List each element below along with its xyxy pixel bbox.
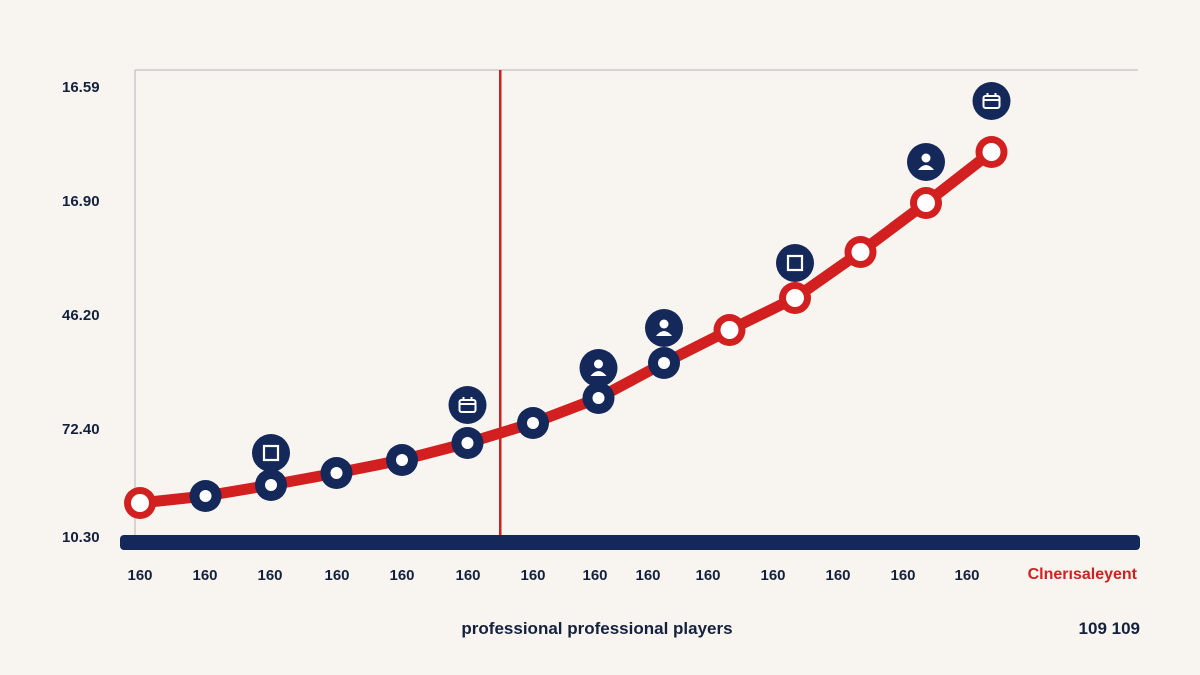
x-tick-label: 160 <box>890 567 915 584</box>
x-tick-label: 160 <box>695 567 720 584</box>
icon-glyph-body <box>590 371 607 376</box>
data-point <box>255 469 287 501</box>
corner-label: 109 109 <box>1079 619 1140 638</box>
data-point-center <box>982 143 1001 161</box>
data-point-center <box>786 289 804 307</box>
person-icon <box>645 309 683 347</box>
x-tick-label: 160 <box>127 567 152 584</box>
x-tick-label: 160 <box>582 567 607 584</box>
data-point <box>648 347 680 379</box>
icon-glyph <box>982 95 1001 109</box>
x-tick-label: 160 <box>520 567 545 584</box>
icon-glyph-body <box>656 331 672 336</box>
x-tick-label: 160 <box>192 567 217 584</box>
icon-glyph-head <box>594 359 603 369</box>
icon-glyph-body <box>918 165 934 170</box>
data-point <box>844 236 877 268</box>
data-point-center <box>330 467 343 479</box>
x-axis-label: professional professional players <box>461 619 732 638</box>
square-icon <box>776 244 814 282</box>
x-tick-label: 160 <box>954 567 979 584</box>
data-point <box>910 187 942 219</box>
calendar-icon <box>972 82 1011 120</box>
data-point-center <box>851 243 870 261</box>
data-point-layer <box>124 136 1008 519</box>
icon-glyph-head <box>659 319 669 329</box>
icon-badge <box>252 434 290 472</box>
data-point-center <box>592 392 605 404</box>
y-tick-label: 46.20 <box>62 307 100 324</box>
person-icon <box>907 143 945 181</box>
data-point-center <box>658 357 670 369</box>
x-tick-label: 160 <box>825 567 850 584</box>
data-point <box>713 314 746 346</box>
icon-glyph <box>458 399 477 413</box>
data-point-center <box>199 490 212 502</box>
x-tick-label: 160 <box>635 567 660 584</box>
y-tick-label: 16.90 <box>62 193 100 210</box>
y-tick-label: 72.40 <box>62 421 100 438</box>
square-icon <box>252 434 290 472</box>
data-point-center <box>527 417 539 429</box>
icon-callout-layer <box>252 82 1011 472</box>
data-point-center <box>917 194 935 212</box>
data-point <box>386 444 418 476</box>
data-point-center <box>131 494 149 512</box>
data-point-center <box>396 454 408 466</box>
y-tick-labels: 16.59 16.90 46.20 72.40 10.30 <box>62 79 100 546</box>
person-icon <box>579 349 618 387</box>
x-tick-label: 160 <box>455 567 480 584</box>
data-point <box>582 382 615 414</box>
icon-glyph <box>786 254 804 272</box>
data-point <box>320 457 353 489</box>
x-tick-label: 160 <box>257 567 282 584</box>
data-point-center <box>265 479 277 491</box>
x-tick-labels: 160 160 160 160 160 160 160 160 160 160 160 160 160 1… <box>127 567 979 584</box>
x-axis-bar <box>120 535 1140 550</box>
series-label: Clnerısaleyent <box>1028 566 1138 583</box>
data-point <box>189 480 222 512</box>
x-tick-label: 160 <box>760 567 785 584</box>
y-tick-label: 16.59 <box>62 79 100 96</box>
y-tick-label: 10.30 <box>62 529 100 546</box>
data-point <box>124 487 156 519</box>
data-point <box>975 136 1008 168</box>
data-point <box>517 407 549 439</box>
icon-glyph <box>262 444 280 462</box>
calendar-icon <box>448 386 487 424</box>
icon-badge <box>776 244 814 282</box>
data-point <box>779 282 811 314</box>
icon-glyph-head <box>921 153 931 163</box>
x-tick-label: 160 <box>324 567 349 584</box>
x-tick-label: 160 <box>389 567 414 584</box>
data-point-center <box>461 437 474 449</box>
data-point-center <box>720 321 739 339</box>
data-point <box>451 427 484 459</box>
